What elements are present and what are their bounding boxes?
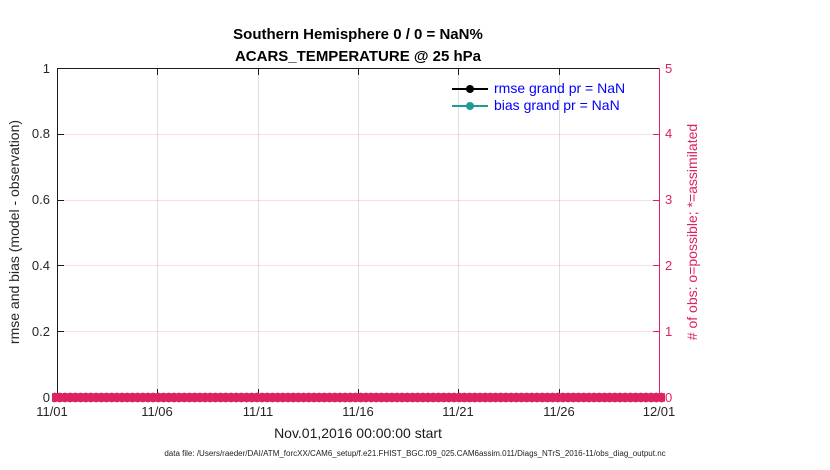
legend-entry-bias: bias grand pr = NaN: [450, 97, 660, 114]
bias-marker-icon: [466, 102, 474, 110]
data-file-path: data file: /Users/raeder/DAI/ATM_forcXX/…: [164, 449, 666, 458]
xtick-1106: 11/06: [141, 404, 173, 419]
tick-top: [258, 69, 259, 75]
tick-left: [58, 265, 64, 266]
ytick-right-1: 1: [665, 324, 673, 339]
chart-title-line2: ACARS_TEMPERATURE @ 25 hPa: [234, 48, 482, 65]
xtick-1111: 11/11: [242, 404, 274, 419]
ytick-left-0.2: 0.2: [31, 324, 50, 339]
tick-right: [653, 134, 659, 135]
tick-top: [358, 69, 359, 75]
gridline-x-1126: [559, 68, 560, 397]
ytick-left-0.8: 0.8: [31, 126, 50, 141]
gridline-y-4: [58, 134, 659, 135]
spine-left: [57, 68, 58, 398]
ytick-left-1: 1: [42, 61, 50, 76]
tick-top: [157, 69, 158, 75]
xtick-1101: 11/01: [36, 404, 68, 419]
gridline-x-1111: [258, 68, 259, 397]
tick-right: [653, 331, 659, 332]
tick-left: [58, 331, 64, 332]
tick-left: [58, 134, 64, 135]
gridline-x-1121: [458, 68, 459, 397]
ytick-left-0.6: 0.6: [31, 192, 50, 207]
ytick-right-4: 4: [665, 126, 673, 141]
xtick-1201: 12/01: [642, 404, 676, 419]
ytick-right-5: 5: [665, 61, 673, 76]
ytick-right-0: 0: [665, 390, 673, 405]
gridline-x-1106: [157, 68, 158, 397]
chart-title: Southern Hemisphere 0 / 0 = NaN% ACARS_T…: [57, 24, 659, 68]
legend-label-rmse: rmse grand pr = NaN: [494, 80, 626, 96]
tick-left: [58, 200, 64, 201]
xtick-1116: 11/16: [342, 404, 374, 419]
legend-label-bias: bias grand pr = NaN: [494, 97, 620, 113]
gridline-x-1116: [358, 68, 359, 397]
gridline-y-1: [58, 331, 659, 332]
gridline-y-2: [58, 265, 659, 266]
y-axis-label-right: # of obs: o=possible; *=assimilated: [684, 123, 700, 341]
ytick-left-0: 0: [42, 390, 50, 405]
spine-right: [659, 68, 660, 398]
tick-top: [559, 69, 560, 75]
gridline-y-3: [58, 200, 659, 201]
tick-right: [653, 265, 659, 266]
legend: rmse grand pr = NaN bias grand pr = NaN: [450, 80, 660, 114]
chart-title-line1: Southern Hemisphere 0 / 0 = NaN%: [233, 26, 483, 43]
spine-top: [57, 68, 660, 69]
y-axis-label-left: rmse and bias (model - observation): [6, 119, 22, 345]
obs-count-marker-band: [52, 392, 665, 403]
ytick-right-2: 2: [665, 258, 673, 273]
legend-entry-rmse: rmse grand pr = NaN: [450, 80, 660, 97]
xtick-1121: 11/21: [442, 404, 474, 419]
ytick-right-3: 3: [665, 192, 673, 207]
rmse-marker-icon: [466, 85, 474, 93]
ytick-left-0.4: 0.4: [31, 258, 50, 273]
tick-top: [458, 69, 459, 75]
xtick-1126: 11/26: [543, 404, 575, 419]
x-axis-label: Nov.01,2016 00:00:00 start: [274, 425, 442, 441]
tick-right: [653, 200, 659, 201]
